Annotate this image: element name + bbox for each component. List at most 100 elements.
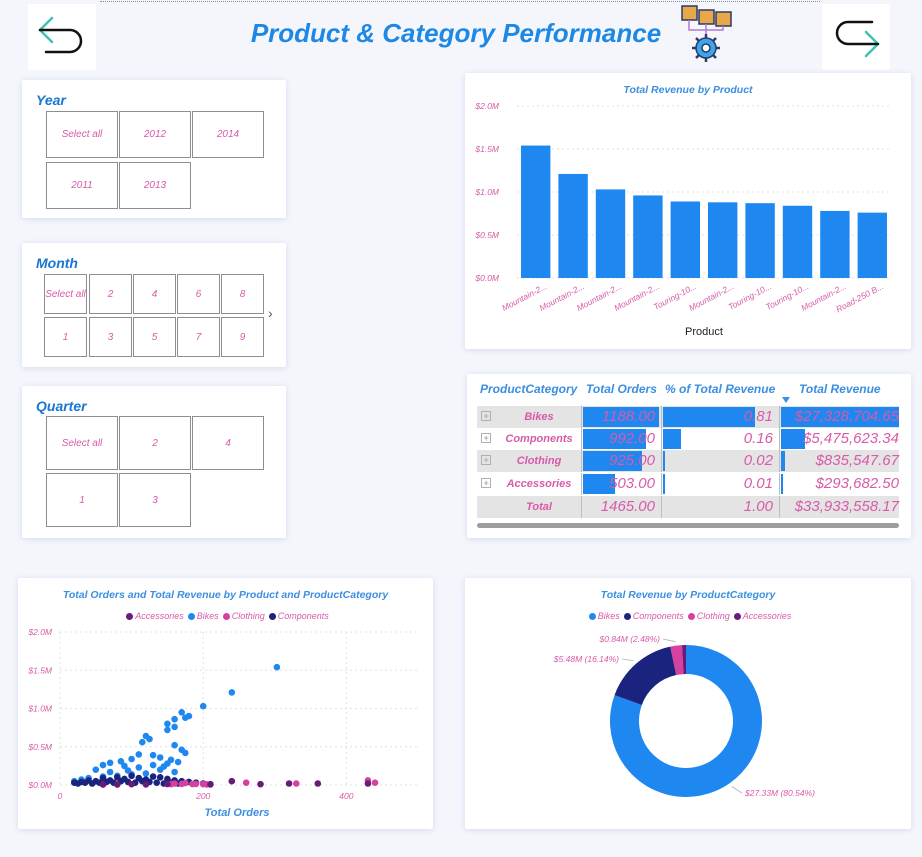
month-option-4[interactable]: 4 [133,274,176,314]
quarter-option-3[interactable]: 3 [119,473,191,527]
scatter-point[interactable] [128,780,135,788]
scatter-point[interactable] [149,761,157,769]
month-option-3[interactable]: 3 [89,317,132,357]
bar[interactable] [521,145,551,278]
scatter-point[interactable] [128,772,135,780]
donut-slice[interactable] [681,645,686,675]
forward-button[interactable] [822,4,890,70]
year-option-2011[interactable]: 2011 [46,162,118,209]
scatter-point[interactable] [273,663,281,671]
legend-label[interactable]: Components [277,611,329,621]
month-option-9[interactable]: 9 [221,317,264,357]
month-option-1[interactable]: 1 [44,317,87,357]
scatter-point[interactable] [124,767,132,774]
scatter-point[interactable] [156,774,164,781]
quarter-option-select-all[interactable]: Select all [46,416,118,470]
month-option-select-all[interactable]: Select all [44,274,87,314]
legend-label[interactable]: Components [632,611,684,621]
scatter-point[interactable] [142,781,150,788]
bar[interactable] [558,173,588,278]
scatter-point[interactable] [182,779,189,787]
scatter-point[interactable] [182,749,189,757]
scatter-point[interactable] [182,714,189,721]
scatter-point[interactable] [135,751,143,758]
scatter-point[interactable] [242,779,250,786]
legend-label[interactable]: Bikes [597,611,620,621]
scatter-point[interactable] [314,780,322,787]
scatter-point[interactable] [106,759,114,767]
legend-label[interactable]: Accessories [135,611,184,621]
scatter-point[interactable] [167,756,175,764]
year-option-2012[interactable]: 2012 [119,111,191,158]
table-row[interactable]: + Components 992.00 0.16 $5,475,623.34 [477,428,899,450]
scatter-point[interactable] [88,780,96,787]
scatter-point[interactable] [128,755,135,763]
scatter-point[interactable] [81,779,89,786]
legend-label[interactable]: Bikes [196,611,219,621]
chevron-right-icon[interactable]: › [268,305,273,321]
scatter-point[interactable] [228,777,236,785]
scatter-point[interactable] [171,723,178,731]
legend-label[interactable]: Clothing [231,611,265,621]
table-row[interactable]: + Accessories 503.00 0.01 $293,682.50 [477,473,899,495]
scatter-point[interactable] [99,761,107,769]
scatter-point[interactable] [174,758,182,766]
month-option-5[interactable]: 5 [133,317,176,357]
scatter-point[interactable] [293,780,300,787]
back-button[interactable] [28,4,96,70]
scatter-point[interactable] [199,702,207,710]
scatter-point[interactable] [178,709,185,716]
col-header-revenue[interactable]: Total Revenue [799,382,881,396]
bar[interactable] [670,201,700,278]
scatter-point[interactable] [153,779,160,786]
scatter-point[interactable] [156,754,164,761]
year-option-2013[interactable]: 2013 [119,162,191,209]
bar[interactable] [708,202,738,278]
month-option-8[interactable]: 8 [221,274,264,314]
scatter-point[interactable] [164,726,171,734]
year-option-2014[interactable]: 2014 [192,111,264,158]
col-header-pct[interactable]: % of Total Revenue [665,382,776,396]
quarter-option-2[interactable]: 2 [119,416,191,470]
scatter-point[interactable] [371,779,379,786]
month-option-7[interactable]: 7 [177,317,220,357]
scatter-point[interactable] [228,689,236,696]
month-option-2[interactable]: 2 [89,274,132,314]
scatter-point[interactable] [74,780,82,787]
scatter-point[interactable] [257,780,264,788]
bar[interactable] [595,189,626,278]
scatter-point[interactable] [364,780,372,787]
horizontal-scrollbar[interactable] [477,523,899,528]
scatter-point[interactable] [117,758,125,765]
year-option-select-all[interactable]: Select all [46,111,118,158]
bar[interactable] [633,195,663,278]
donut-slice[interactable] [614,646,677,705]
scatter-point[interactable] [99,781,107,788]
donut-slice[interactable] [670,645,684,676]
bar[interactable] [782,205,813,278]
bar[interactable] [820,210,850,278]
scatter-point[interactable] [135,764,143,771]
bar[interactable] [857,212,887,278]
sort-desc-icon[interactable] [782,397,790,403]
scatter-point[interactable] [121,762,128,770]
scatter-point[interactable] [92,766,100,773]
month-option-6[interactable]: 6 [177,274,220,314]
bar[interactable] [745,203,775,278]
col-header-orders[interactable]: Total Orders [586,382,657,396]
scatter-point[interactable] [139,738,146,746]
expand-icon[interactable]: + [481,433,491,443]
scatter-point[interactable] [146,735,153,743]
scatter-point[interactable] [149,751,157,759]
scatter-point[interactable] [171,715,178,723]
expand-icon[interactable]: + [481,455,491,465]
donut-slice[interactable] [610,645,762,797]
scatter-point[interactable] [285,780,293,787]
scatter-point[interactable] [149,773,157,780]
scatter-point[interactable] [142,770,150,777]
quarter-option-1[interactable]: 1 [46,473,118,527]
scatter-point[interactable] [160,763,168,770]
expand-icon[interactable]: + [481,478,491,488]
legend-label[interactable]: Accessories [742,611,792,621]
table-row[interactable]: + Clothing 925.00 0.02 $835,547.67 [477,450,899,472]
